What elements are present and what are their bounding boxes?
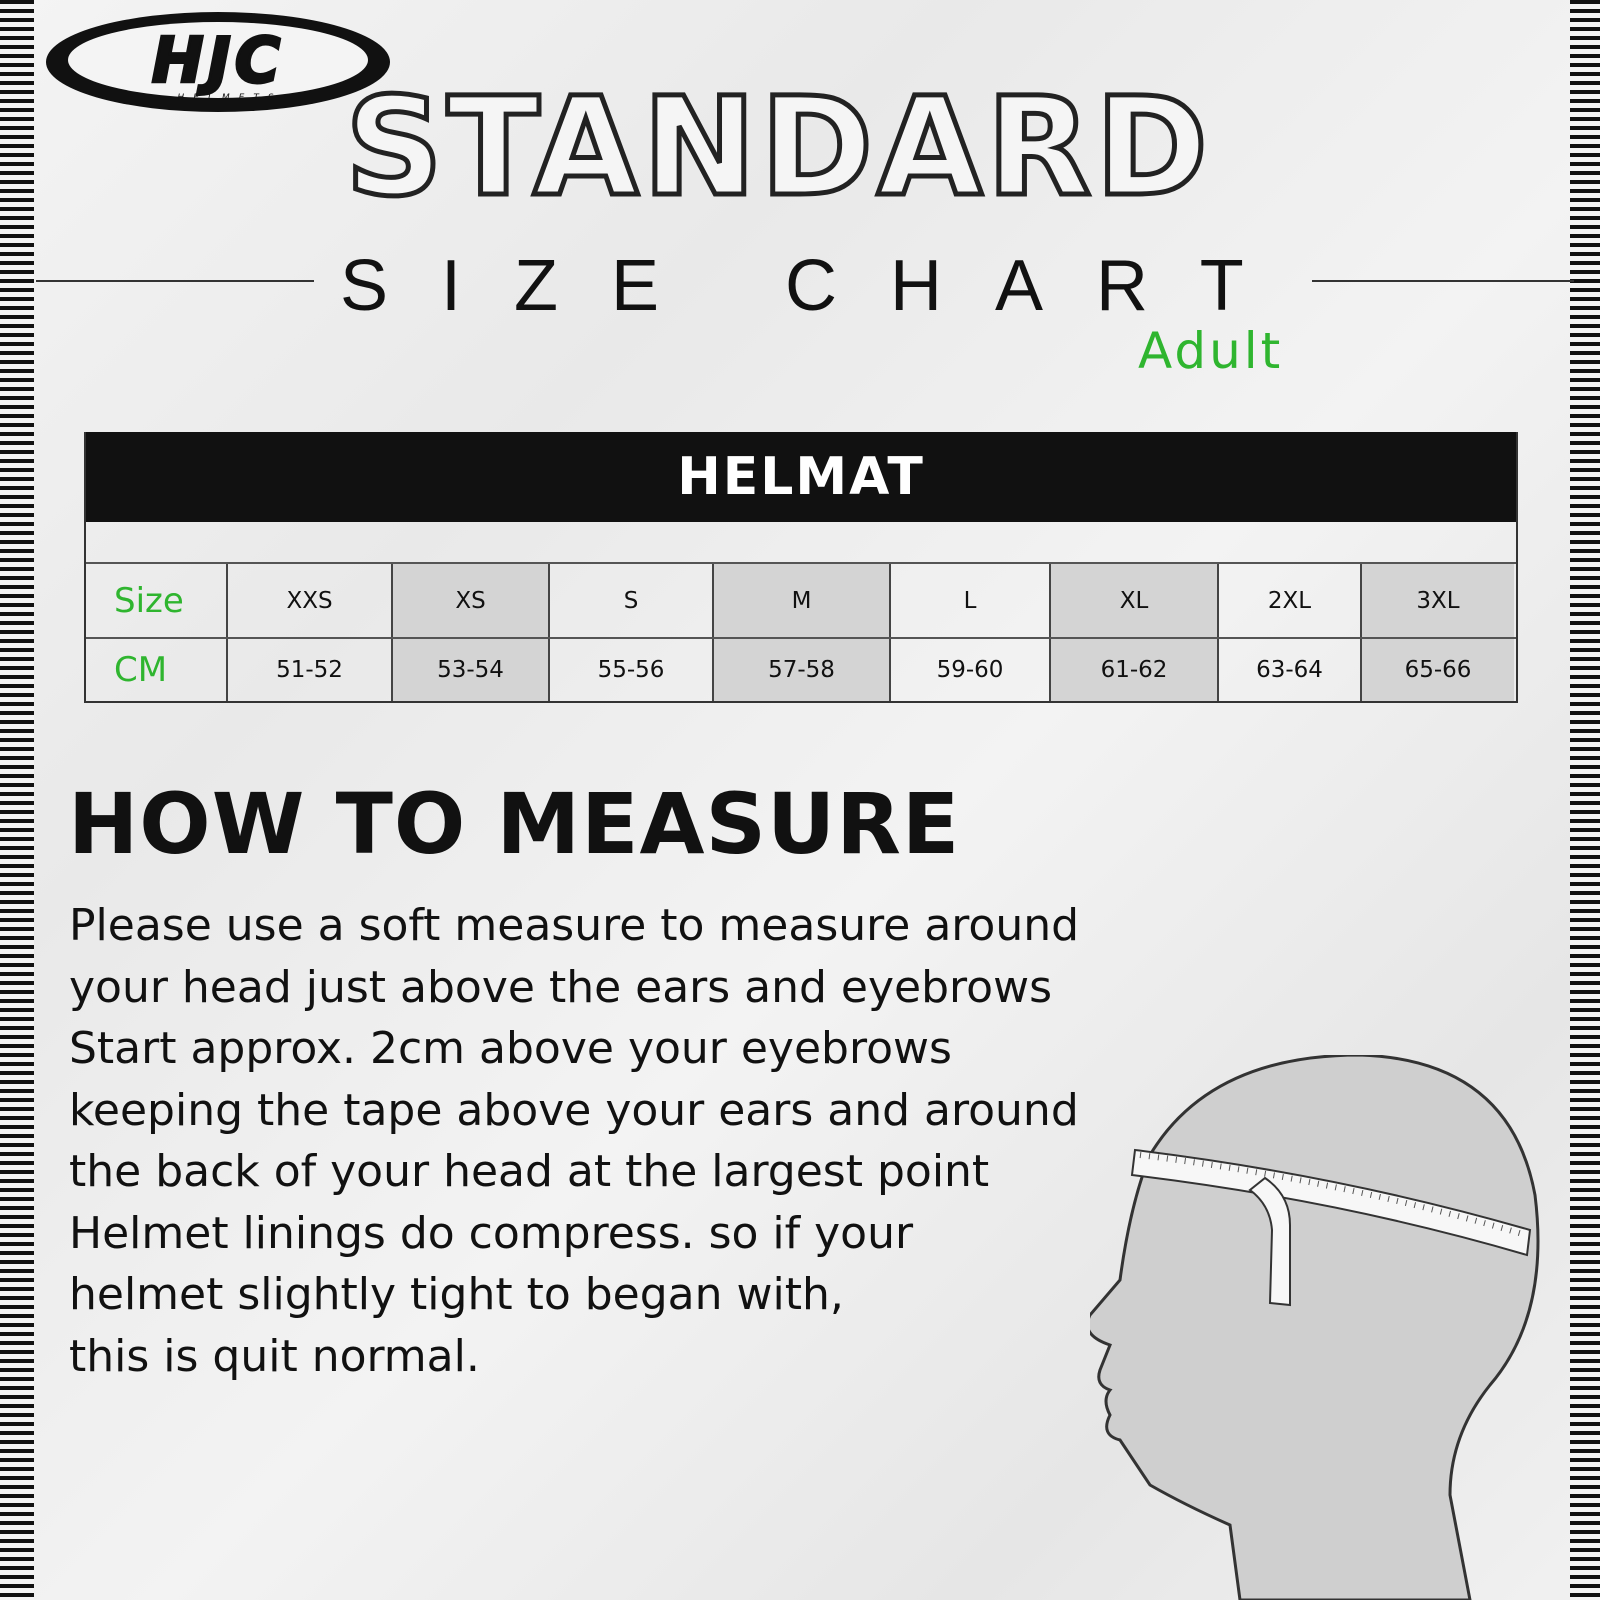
divider-right bbox=[1312, 280, 1574, 282]
instruction-line: this is quit normal. bbox=[69, 1330, 480, 1382]
table-row-cm: CM 51-52 53-54 55-56 57-58 59-60 61-62 6… bbox=[86, 639, 1516, 701]
instruction-line: Start approx. 2cm above your eyebrows bbox=[69, 1023, 952, 1074]
ruler-right bbox=[1570, 0, 1600, 1600]
instruction-line: keeping the tape above your ears and aro… bbox=[69, 1084, 1079, 1136]
size-cell: XL bbox=[1049, 564, 1217, 637]
ruler-left bbox=[0, 0, 34, 1600]
svg-text:HELMETS: HELMETS bbox=[177, 93, 282, 103]
cm-cell: 63-64 bbox=[1217, 639, 1360, 701]
table-row-size: Size XXS XS S M L XL 2XL 3XL bbox=[86, 564, 1516, 639]
size-table: HELMAT Size XXS XS S M L XL 2XL 3XL CM 5… bbox=[84, 432, 1518, 703]
instruction-line: the back of your head at the largest poi… bbox=[69, 1146, 990, 1197]
cm-cell: 55-56 bbox=[548, 639, 712, 701]
how-to-instructions: Please use a soft measure to measure aro… bbox=[69, 895, 1169, 1387]
size-cell: M bbox=[712, 564, 889, 637]
how-to-heading: HOW TO MEASURE bbox=[68, 775, 961, 873]
audience-label: Adult bbox=[1138, 322, 1284, 380]
page-title: STANDARD bbox=[343, 69, 1212, 227]
size-cell: S bbox=[548, 564, 712, 637]
row-label: CM bbox=[114, 650, 168, 690]
cm-cell: 59-60 bbox=[889, 639, 1049, 701]
instruction-line: Please use a soft measure to measure aro… bbox=[69, 900, 1080, 951]
cm-cell: 53-54 bbox=[391, 639, 548, 701]
svg-text:HJC: HJC bbox=[152, 24, 284, 97]
size-cell: XXS bbox=[226, 564, 391, 637]
page-subtitle: SIZE CHART bbox=[340, 246, 1297, 326]
cm-cell: 51-52 bbox=[226, 639, 391, 701]
size-cell: L bbox=[889, 564, 1049, 637]
size-cell: 2XL bbox=[1217, 564, 1360, 637]
table-spacer-row bbox=[86, 522, 1516, 564]
instruction-line: Helmet linings do compress. so if your bbox=[69, 1207, 914, 1259]
cm-cell: 65-66 bbox=[1360, 639, 1514, 701]
size-cell: 3XL bbox=[1360, 564, 1514, 637]
divider-left bbox=[36, 280, 314, 282]
head-measuring-illustration bbox=[1090, 1055, 1540, 1600]
cm-cell: 57-58 bbox=[712, 639, 889, 701]
table-header: HELMAT bbox=[86, 432, 1516, 522]
cm-cell: 61-62 bbox=[1049, 639, 1217, 701]
hjc-logo: HJC HELMETS bbox=[46, 12, 390, 112]
size-cell: XS bbox=[391, 564, 548, 637]
instruction-line: helmet slightly tight to began with, bbox=[69, 1269, 844, 1320]
instruction-line: your head just above the ears and eyebro… bbox=[69, 961, 1052, 1013]
row-label: Size bbox=[114, 580, 184, 621]
